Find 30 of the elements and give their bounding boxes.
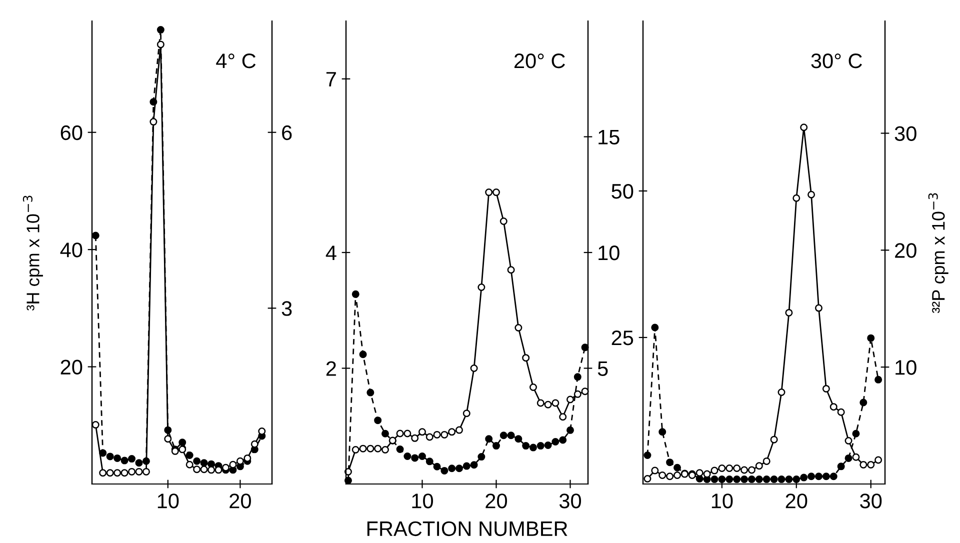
text: 20° C bbox=[514, 54, 565, 68]
y2-tick-label: 3 bbox=[282, 301, 292, 316]
x-tick-label: 20 bbox=[486, 494, 508, 508]
y-tick-label: 25 bbox=[612, 330, 634, 346]
y-tick-label: 7 bbox=[326, 72, 336, 86]
y2-tick-label: 30 bbox=[894, 126, 916, 141]
x-tick-label: 20 bbox=[230, 494, 251, 508]
x-axis-title: FRACTION NUMBER bbox=[367, 521, 568, 536]
y-axis-title: ³H cpm x 10$^{−3}$ bbox=[22, 196, 43, 311]
y-tick-label: 2 bbox=[326, 361, 336, 376]
x-tick-label: 10 bbox=[158, 494, 179, 508]
y2-tick-label: 10 bbox=[896, 360, 916, 375]
y-tick-label: 50 bbox=[612, 184, 634, 199]
y2-tick-label: 6 bbox=[282, 125, 292, 140]
x-tick-label: 10 bbox=[712, 494, 733, 508]
x-tick-label: 10 bbox=[412, 494, 433, 508]
text: 4° C bbox=[216, 54, 256, 68]
y2-tick-label: 5 bbox=[598, 361, 608, 376]
x-tick-label: 30 bbox=[559, 494, 582, 508]
y2-axis-title: ³²P cpm x 10$^{−3}$ bbox=[928, 193, 948, 314]
x-tick-label: 20 bbox=[786, 494, 808, 508]
y-tick-label: 4 bbox=[326, 246, 336, 260]
y2-tick-label: 10 bbox=[598, 246, 620, 260]
y-tick-label: 40 bbox=[60, 242, 82, 258]
y-tick-label: 60 bbox=[60, 125, 82, 140]
y-tick-label: 20 bbox=[60, 360, 82, 375]
y2-tick-label: 20 bbox=[895, 243, 916, 258]
x-tick-label: 30 bbox=[860, 494, 882, 508]
text: 30° C bbox=[811, 54, 862, 68]
y2-tick-label: 15 bbox=[598, 130, 620, 145]
